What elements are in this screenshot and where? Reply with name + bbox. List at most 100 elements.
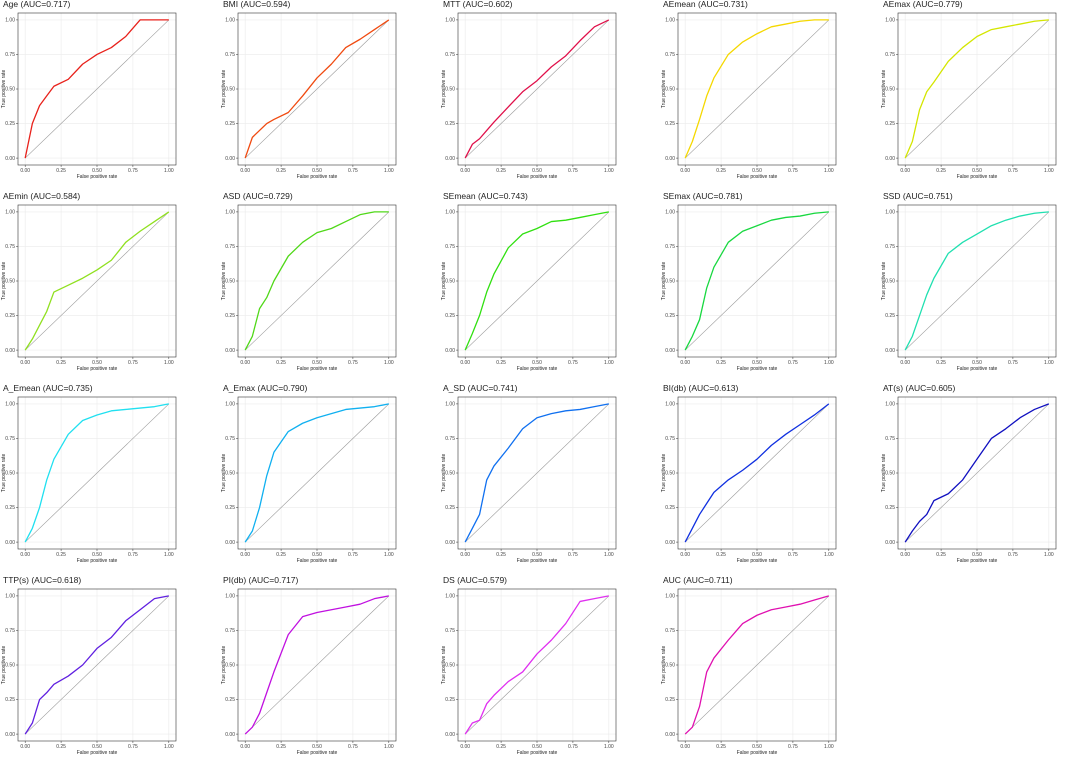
x-axis-label: False positive rate [957, 366, 998, 372]
x-tick-label: 0.50 [92, 552, 102, 558]
x-tick-label: 1.00 [164, 360, 174, 366]
y-tick-label: 1.00 [445, 594, 455, 600]
x-tick-label: 0.00 [900, 552, 910, 558]
reference-diagonal [244, 595, 390, 735]
roc-panel: A_SD (AUC=0.741) 0.00 0.25 0.50 0.75 1.00 0.00… [441, 383, 617, 564]
roc-curve [24, 211, 170, 351]
panel-title: BI(db) (AUC=0.613) [663, 383, 739, 393]
y-tick-label: 0.25 [5, 121, 15, 127]
y-tick-label: 1.00 [665, 18, 675, 24]
roc-panel: PI(db) (AUC=0.717) 0.00 0.25 0.50 0.75 1.00 0.… [221, 575, 397, 756]
roc-panel: SEmax (AUC=0.781) 0.00 0.25 0.50 0.75 1.00 0.0… [661, 191, 837, 372]
panel-title: A_SD (AUC=0.741) [443, 383, 518, 393]
roc-panel: AEmin (AUC=0.584) 0.00 0.25 0.50 0.75 1.00 0.0… [1, 191, 177, 372]
x-tick-label: 0.25 [936, 360, 946, 366]
x-tick-label: 0.75 [788, 360, 798, 366]
plot-border [677, 12, 837, 166]
x-tick-label: 0.25 [716, 168, 726, 174]
y-tick-label: 0.75 [225, 244, 235, 250]
y-tick-label: 0.75 [665, 436, 675, 442]
panel-title: A_Emax (AUC=0.790) [223, 383, 307, 393]
reference-diagonal [464, 595, 610, 735]
plot-border [457, 396, 617, 550]
x-tick-label: 0.75 [1008, 360, 1018, 366]
x-axis-label: False positive rate [77, 174, 118, 180]
x-axis-label: False positive rate [297, 174, 338, 180]
y-tick-label: 0.50 [885, 471, 895, 477]
y-tick-label: 0.00 [885, 540, 895, 546]
y-tick-label: 0.75 [225, 436, 235, 442]
y-tick-label: 0.00 [225, 540, 235, 546]
y-tick-label: 1.00 [445, 18, 455, 24]
y-tick-label: 0.75 [665, 628, 675, 634]
x-tick-label: 0.50 [532, 744, 542, 750]
roc-curve [904, 19, 1049, 159]
x-tick-label: 0.25 [276, 552, 286, 558]
y-axis-label: True positive rate [661, 646, 667, 685]
x-axis-label: False positive rate [737, 558, 778, 564]
reference-diagonal [244, 403, 390, 543]
y-tick-label: 0.75 [5, 628, 15, 634]
y-axis-label: True positive rate [221, 646, 227, 685]
plot-border [457, 204, 617, 358]
y-tick-label: 0.75 [885, 52, 895, 58]
y-tick-label: 0.25 [225, 121, 235, 127]
x-tick-label: 0.00 [460, 360, 470, 366]
y-tick-label: 1.00 [225, 402, 235, 408]
x-axis-label: False positive rate [737, 750, 778, 756]
roc-curve [24, 403, 169, 543]
reference-diagonal [464, 19, 610, 159]
reference-diagonal [24, 211, 170, 351]
reference-diagonal [24, 403, 170, 543]
x-tick-label: 0.75 [1008, 552, 1018, 558]
x-tick-label: 0.50 [92, 744, 102, 750]
x-axis-label: False positive rate [957, 174, 998, 180]
y-tick-label: 0.00 [5, 156, 15, 162]
x-tick-label: 1.00 [824, 360, 834, 366]
roc-curve [464, 19, 610, 159]
reference-diagonal [904, 19, 1050, 159]
x-tick-label: 0.50 [752, 744, 762, 750]
x-tick-label: 0.50 [312, 360, 322, 366]
y-tick-label: 0.25 [885, 313, 895, 319]
x-tick-label: 0.50 [312, 168, 322, 174]
roc-panel: AEmax (AUC=0.779) 0.00 0.25 0.50 0.75 1.00 0.0… [881, 0, 1057, 180]
y-tick-label: 0.50 [665, 279, 675, 285]
x-tick-label: 0.25 [56, 168, 66, 174]
reference-diagonal [464, 403, 610, 543]
x-tick-label: 1.00 [164, 168, 174, 174]
y-tick-label: 0.50 [5, 471, 15, 477]
x-axis-label: False positive rate [737, 366, 778, 372]
x-tick-label: 0.00 [680, 552, 690, 558]
y-tick-label: 0.50 [665, 663, 675, 669]
roc-curve [244, 19, 390, 159]
x-tick-label: 0.00 [20, 360, 30, 366]
x-tick-label: 0.25 [276, 744, 286, 750]
y-tick-label: 0.00 [665, 348, 675, 354]
roc-curve [684, 211, 829, 351]
y-axis-label: True positive rate [1, 70, 7, 109]
x-tick-label: 0.50 [532, 168, 542, 174]
x-tick-label: 0.00 [460, 744, 470, 750]
y-tick-label: 0.50 [225, 663, 235, 669]
roc-curve [244, 595, 389, 735]
panel-title: MTT (AUC=0.602) [443, 0, 513, 9]
y-tick-label: 1.00 [665, 594, 675, 600]
y-tick-label: 0.50 [445, 279, 455, 285]
x-tick-label: 0.75 [568, 744, 578, 750]
x-axis-label: False positive rate [957, 558, 998, 564]
x-tick-label: 0.00 [20, 168, 30, 174]
y-axis-label: True positive rate [881, 70, 887, 109]
y-axis-label: True positive rate [1, 262, 7, 301]
panel-title: SEmax (AUC=0.781) [663, 191, 743, 201]
x-tick-label: 0.75 [1008, 168, 1018, 174]
y-tick-label: 1.00 [885, 402, 895, 408]
y-tick-label: 0.25 [445, 313, 455, 319]
y-tick-label: 0.25 [225, 697, 235, 703]
y-axis-label: True positive rate [441, 454, 447, 493]
x-tick-label: 1.00 [384, 552, 394, 558]
x-tick-label: 0.50 [752, 360, 762, 366]
y-tick-label: 1.00 [5, 210, 15, 216]
x-tick-label: 0.00 [240, 744, 250, 750]
x-tick-label: 0.00 [20, 552, 30, 558]
